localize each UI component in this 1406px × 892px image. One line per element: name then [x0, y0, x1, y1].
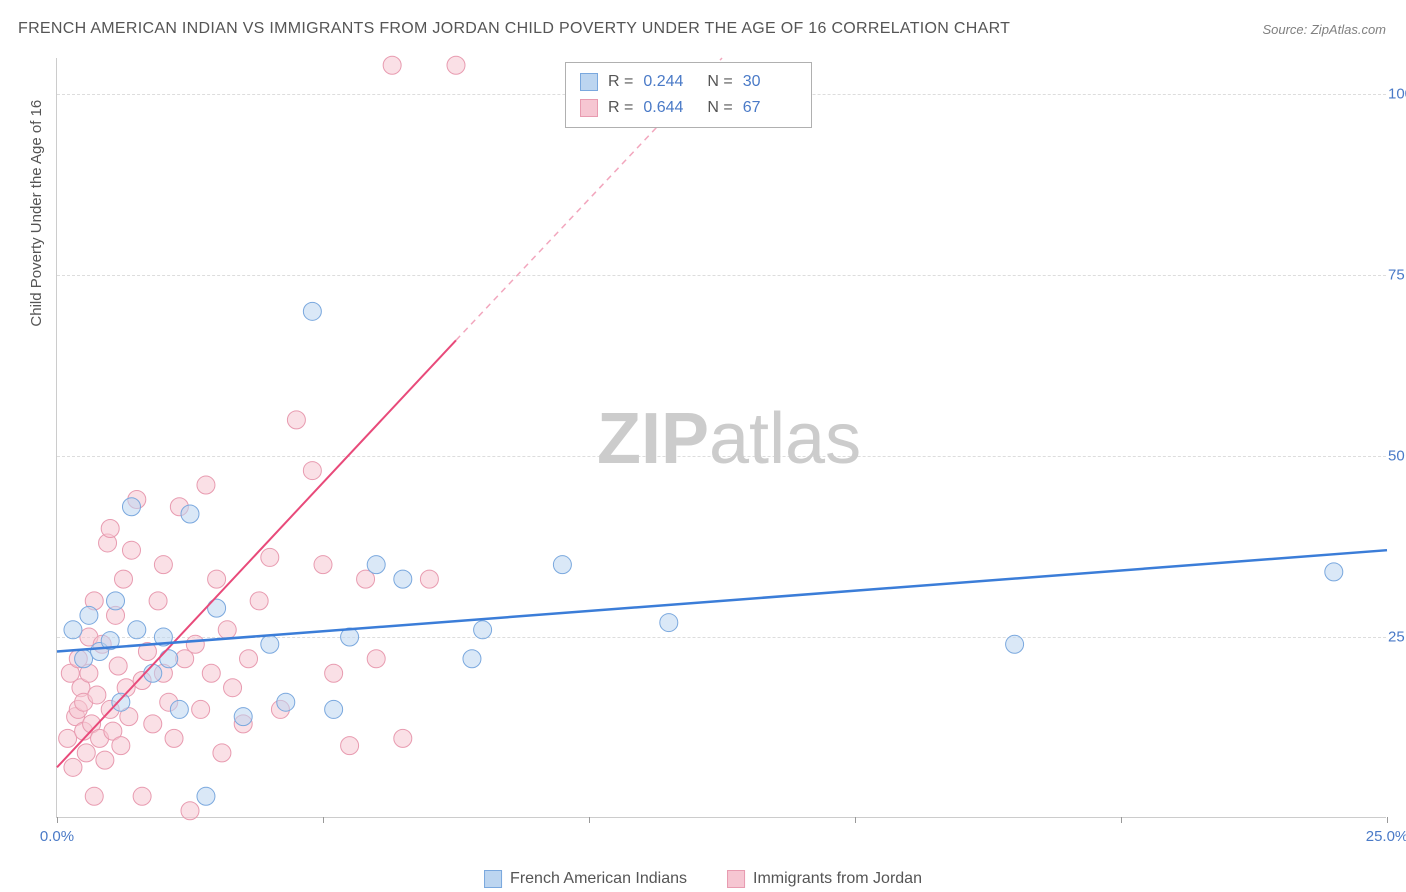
- point-series1: [234, 708, 252, 726]
- point-series2: [165, 729, 183, 747]
- stats-box: R = 0.244 N = 30 R = 0.644 N = 67: [565, 62, 812, 128]
- stat-r-label: R =: [608, 69, 633, 95]
- source-attribution: Source: ZipAtlas.com: [1262, 22, 1386, 37]
- legend-item: French American Indians: [484, 870, 687, 888]
- point-series2: [303, 462, 321, 480]
- point-series2: [287, 411, 305, 429]
- point-series2: [325, 664, 343, 682]
- point-series2: [96, 751, 114, 769]
- point-series2: [154, 556, 172, 574]
- point-series1: [463, 650, 481, 668]
- stat-r-value: 0.244: [643, 69, 697, 95]
- point-series1: [181, 505, 199, 523]
- legend-swatch: [484, 870, 502, 888]
- point-series1: [80, 606, 98, 624]
- legend-swatch: [580, 99, 598, 117]
- legend-item: Immigrants from Jordan: [727, 870, 922, 888]
- point-series2: [394, 729, 412, 747]
- x-tick: [1387, 817, 1388, 823]
- point-series2: [112, 737, 130, 755]
- point-series2: [144, 715, 162, 733]
- point-series1: [277, 693, 295, 711]
- point-series1: [128, 621, 146, 639]
- point-series2: [181, 802, 199, 820]
- scatter-chart: [57, 58, 1386, 817]
- point-series1: [1325, 563, 1343, 581]
- point-series2: [149, 592, 167, 610]
- x-tick: [323, 817, 324, 823]
- point-series2: [240, 650, 258, 668]
- point-series1: [107, 592, 125, 610]
- x-tick-label: 0.0%: [40, 828, 74, 845]
- point-series1: [394, 570, 412, 588]
- point-series2: [59, 729, 77, 747]
- x-tick: [57, 817, 58, 823]
- point-series2: [261, 548, 279, 566]
- point-series2: [64, 758, 82, 776]
- legend-swatch: [727, 870, 745, 888]
- stats-row: R = 0.244 N = 30: [580, 69, 797, 95]
- stat-r-value: 0.644: [643, 95, 697, 121]
- point-series2: [224, 679, 242, 697]
- point-series2: [77, 744, 95, 762]
- point-series2: [202, 664, 220, 682]
- point-series1: [553, 556, 571, 574]
- plot-area: 25.0%50.0%75.0%100.0% ZIPatlas R =0.244N…: [56, 58, 1386, 818]
- trendline-series2: [57, 340, 456, 767]
- point-series2: [314, 556, 332, 574]
- point-series2: [101, 519, 119, 537]
- x-tick-label: 25.0%: [1366, 828, 1406, 845]
- legend-swatch: [580, 73, 598, 91]
- stats-row: R = 0.644 N = 67: [580, 95, 797, 121]
- point-series1: [660, 614, 678, 632]
- legend-bottom: French American Indians Immigrants from J…: [484, 870, 922, 888]
- point-series2: [197, 476, 215, 494]
- point-series2: [447, 56, 465, 74]
- point-series1: [474, 621, 492, 639]
- point-series2: [341, 737, 359, 755]
- point-series1: [367, 556, 385, 574]
- stat-n-label: N =: [707, 69, 732, 95]
- point-series2: [85, 787, 103, 805]
- point-series1: [112, 693, 130, 711]
- point-series2: [208, 570, 226, 588]
- point-series2: [192, 700, 210, 718]
- point-series1: [1006, 635, 1024, 653]
- y-axis-title: Child Poverty Under the Age of 16: [28, 100, 45, 327]
- point-series1: [64, 621, 82, 639]
- point-series1: [160, 650, 178, 668]
- stat-n-value: 67: [743, 95, 797, 121]
- x-tick: [855, 817, 856, 823]
- point-series2: [122, 541, 140, 559]
- point-series1: [144, 664, 162, 682]
- x-tick: [1121, 817, 1122, 823]
- stat-n-value: 30: [743, 69, 797, 95]
- legend-label: French American Indians: [510, 870, 687, 888]
- point-series1: [325, 700, 343, 718]
- point-series2: [133, 787, 151, 805]
- x-tick: [589, 817, 590, 823]
- point-series2: [367, 650, 385, 668]
- stat-n-label: N =: [707, 95, 732, 121]
- chart-title: FRENCH AMERICAN INDIAN VS IMMIGRANTS FRO…: [18, 20, 1010, 38]
- point-series2: [250, 592, 268, 610]
- point-series2: [186, 635, 204, 653]
- stat-r-label: R =: [608, 95, 633, 121]
- point-series2: [115, 570, 133, 588]
- point-series1: [303, 302, 321, 320]
- point-series1: [170, 700, 188, 718]
- point-series1: [261, 635, 279, 653]
- point-series1: [75, 650, 93, 668]
- point-series2: [218, 621, 236, 639]
- point-series2: [420, 570, 438, 588]
- point-series2: [383, 56, 401, 74]
- legend-label: Immigrants from Jordan: [753, 870, 922, 888]
- point-series2: [109, 657, 127, 675]
- point-series2: [88, 686, 106, 704]
- point-series1: [197, 787, 215, 805]
- point-series1: [122, 498, 140, 516]
- point-series2: [213, 744, 231, 762]
